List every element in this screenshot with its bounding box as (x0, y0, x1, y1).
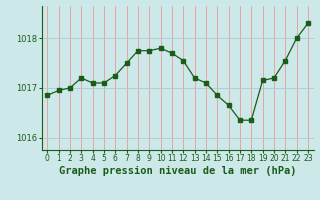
X-axis label: Graphe pression niveau de la mer (hPa): Graphe pression niveau de la mer (hPa) (59, 166, 296, 176)
